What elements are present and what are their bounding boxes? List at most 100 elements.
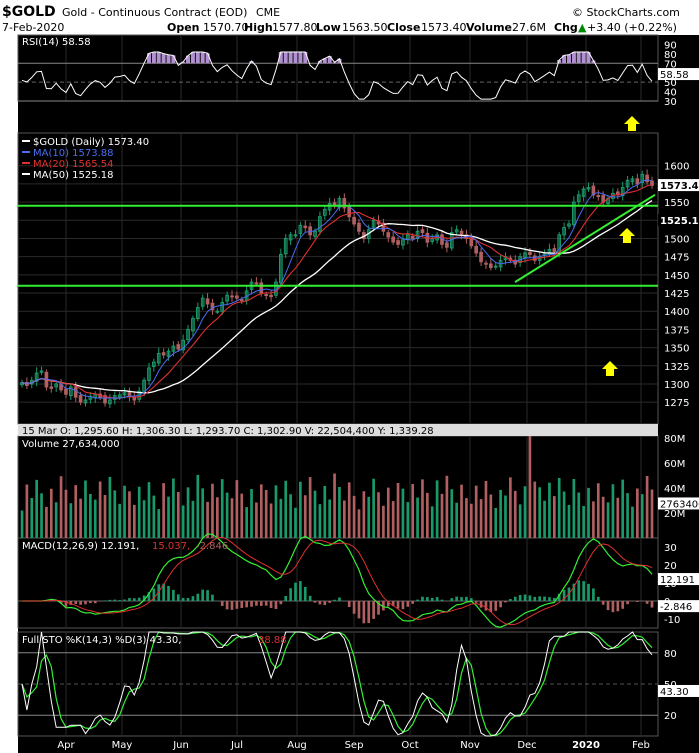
price-tick-label: 1350: [664, 344, 689, 355]
rsi-tick-label: 90: [664, 40, 677, 51]
candle-body: [347, 205, 352, 218]
info-bar-bg: [18, 424, 658, 436]
volume-bar: [230, 498, 234, 538]
rsi-tag: 58.58: [660, 70, 689, 81]
macd-histogram-bar: [352, 601, 356, 614]
macd-histogram-bar: [562, 589, 566, 601]
candle-body: [293, 234, 298, 237]
volume-bar: [401, 488, 405, 538]
macd-histogram-bar: [323, 601, 327, 606]
volume-bar: [621, 479, 625, 538]
macd-histogram-bar: [391, 601, 395, 607]
macd-tag-bg: [658, 573, 699, 586]
candle-body: [528, 251, 532, 255]
macd-histogram-bar: [123, 599, 126, 601]
price-legend-ma20: MA(20) 1565.54: [33, 159, 114, 170]
candle-body: [547, 248, 552, 255]
candle-body: [283, 237, 288, 255]
macd-histogram-bar: [552, 597, 556, 601]
volume-bar: [216, 497, 219, 538]
macd-histogram-bar: [162, 583, 165, 601]
candle-body: [49, 386, 54, 389]
volume-bar: [89, 494, 92, 538]
candle-body: [191, 318, 195, 332]
macd-tag: 12.191: [660, 575, 695, 586]
volume-bar: [494, 508, 498, 538]
candle-body: [523, 252, 527, 258]
price-tick-label: 1550: [664, 198, 689, 209]
macd-histogram-bar: [611, 601, 615, 613]
x-tick-label: Nov: [460, 740, 480, 751]
price-tick-label: 1450: [664, 271, 689, 282]
brand-watermark: © StockCharts.com: [572, 6, 680, 19]
volume-bar: [465, 498, 468, 538]
candle-body: [259, 282, 264, 294]
info-bar-text: 15 Mar O: 1,295.60 H: 1,306.30 L: 1,293.…: [22, 426, 434, 437]
price-legend-main: $GOLD (Daily) 1573.40: [33, 137, 149, 148]
macd-histogram-bar: [499, 601, 502, 608]
macd-histogram-bar: [206, 590, 209, 601]
candle-body: [156, 352, 161, 364]
macd-histogram-bar: [196, 593, 200, 601]
x-tick-label: 2020: [572, 740, 600, 751]
candle-body: [205, 298, 210, 305]
candle-body: [459, 230, 464, 236]
sto-tag: 43.30: [660, 687, 689, 698]
date-label: 7-Feb-2020: [2, 21, 64, 34]
macd-histogram-bar: [255, 601, 258, 606]
rsi-line: [21, 51, 653, 100]
macd-histogram-bar: [450, 598, 454, 601]
macd-tick-label: 20: [664, 561, 677, 572]
macd-histogram-bar: [79, 601, 82, 605]
candle-body: [391, 236, 395, 243]
candle-body: [220, 302, 225, 312]
volume-bar: [201, 488, 205, 538]
candle-body: [469, 236, 474, 247]
rsi-tick-label: 50: [664, 78, 677, 89]
macd-histogram-bar: [201, 589, 205, 601]
volume-bar: [289, 494, 292, 538]
volume-bar: [264, 490, 268, 538]
rsi-tick-label: 80: [664, 50, 677, 61]
macd-histogram-bar: [406, 601, 410, 607]
candle-body: [357, 222, 361, 232]
volume-bar: [435, 480, 439, 538]
candle-body: [152, 361, 156, 368]
volume-bar: [220, 479, 224, 538]
volume-bar: [421, 479, 424, 538]
macd-histogram-bar: [469, 598, 473, 601]
candle-body: [327, 203, 332, 211]
volume-bar: [484, 481, 488, 538]
volume-bar: [69, 503, 73, 538]
candle-body: [161, 352, 166, 356]
close-label: Close: [387, 21, 420, 34]
ma10-line: [21, 179, 653, 399]
macd-legend-signal: 15.037,: [152, 541, 190, 552]
macd-histogram-bar: [347, 601, 351, 608]
candle-body: [410, 235, 415, 239]
macd-histogram-bar: [606, 601, 610, 611]
price-tag: 1573.40: [660, 181, 699, 192]
chart-drawing: [18, 51, 658, 737]
macd-histogram-bar: [240, 601, 244, 608]
volume-bar: [572, 479, 576, 538]
volume-bar: [84, 480, 87, 538]
arrow-up-icon: [619, 228, 635, 243]
rsi-tick-label: 40: [664, 88, 677, 99]
volume-value: 27.6M: [512, 21, 546, 34]
x-tick-label: Dec: [517, 740, 536, 751]
volume-bar: [499, 489, 502, 538]
candle-body: [54, 383, 59, 388]
volume-bar: [362, 491, 366, 538]
macd-histogram-bar: [172, 589, 175, 601]
macd-histogram-bar: [328, 601, 332, 603]
volume-tick-label: 20M: [664, 509, 685, 520]
volume-tag: 27634000: [660, 499, 699, 510]
macd-histogram-bar: [142, 595, 146, 601]
macd-histogram-bar: [269, 601, 273, 608]
volume-bar: [640, 494, 644, 538]
volume-bar: [411, 484, 415, 538]
candle-body: [445, 242, 449, 248]
